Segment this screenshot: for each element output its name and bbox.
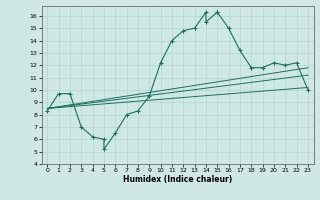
- X-axis label: Humidex (Indice chaleur): Humidex (Indice chaleur): [123, 175, 232, 184]
